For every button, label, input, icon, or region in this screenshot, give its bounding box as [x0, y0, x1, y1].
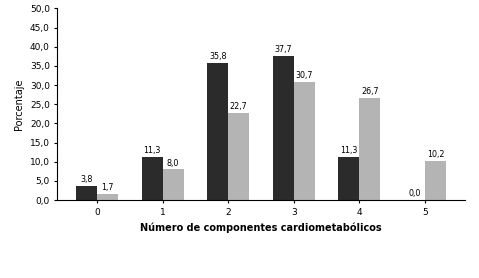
Bar	[360, 98, 380, 200]
Text: 26,7: 26,7	[361, 87, 379, 96]
Text: 3,8: 3,8	[80, 175, 92, 184]
Text: 30,7: 30,7	[296, 71, 313, 80]
Text: 11,3: 11,3	[143, 146, 161, 155]
Text: 35,8: 35,8	[209, 52, 227, 61]
Y-axis label: Porcentaje: Porcentaje	[14, 78, 24, 130]
Bar	[207, 63, 228, 200]
Bar	[339, 157, 360, 200]
Text: 1,7: 1,7	[101, 183, 114, 192]
Bar	[162, 170, 183, 200]
Bar	[425, 161, 446, 200]
Bar	[142, 157, 162, 200]
Text: 8,0: 8,0	[167, 158, 179, 168]
Bar	[76, 186, 97, 200]
Text: 0,0: 0,0	[409, 189, 421, 198]
Bar	[273, 56, 294, 200]
Text: 22,7: 22,7	[230, 102, 248, 111]
Text: 11,3: 11,3	[340, 146, 358, 155]
Text: 37,7: 37,7	[274, 44, 292, 54]
Bar	[228, 113, 249, 200]
Text: 10,2: 10,2	[427, 150, 445, 159]
X-axis label: Número de componentes cardiometabólicos: Número de componentes cardiometabólicos	[140, 222, 382, 233]
Bar	[294, 82, 315, 200]
Bar	[97, 194, 118, 200]
